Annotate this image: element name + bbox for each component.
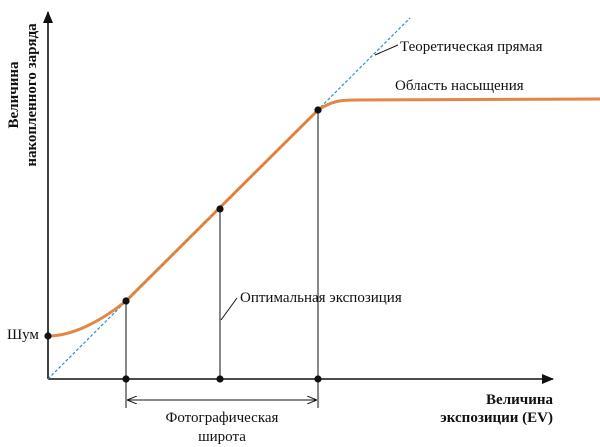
optimal-end-point [314, 106, 322, 114]
noise-label: Шум [7, 327, 39, 343]
noise-point [44, 332, 52, 340]
theoretical-line-label: Теоретическая прямая [400, 39, 543, 55]
latitude-label-line1: Фотографическая [166, 410, 279, 426]
axis-point-mid [216, 375, 224, 383]
leader-optimal [220, 297, 238, 321]
leader-theoretical [374, 44, 399, 56]
x-axis-label-line1: Величина [486, 392, 553, 408]
saturation-label: Область насыщения [395, 78, 524, 94]
optimal-mid-point [216, 205, 224, 213]
axis-point-end [314, 375, 322, 383]
latitude-label-line2: широта [198, 429, 246, 445]
axis-point-start [122, 375, 130, 383]
x-axis-label-line2: экспозиции (EV) [440, 410, 553, 426]
optimal-exposure-label: Оптимальная экспозиция [240, 290, 402, 306]
y-axis-label-line1: Величина [6, 61, 22, 128]
optimal-start-point [122, 297, 130, 305]
y-axis-label-line2: накопленного заряда [24, 23, 40, 167]
